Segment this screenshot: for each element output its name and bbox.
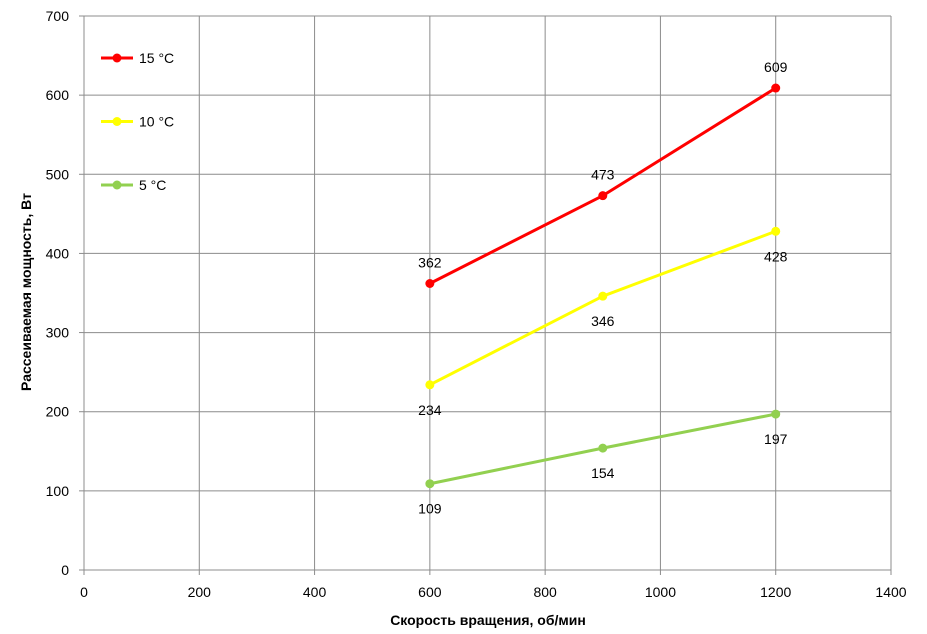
x-tick-label: 1400	[875, 584, 906, 600]
data-point	[771, 83, 781, 93]
legend-marker	[112, 180, 122, 190]
y-tick-label: 300	[46, 325, 70, 341]
y-tick-label: 500	[46, 166, 70, 182]
y-axis-ticks: 0 100 200 300 400 500 600 700	[46, 8, 70, 578]
series-0: 362 473 609	[418, 59, 788, 289]
data-label: 234	[418, 402, 442, 418]
data-point	[425, 479, 435, 489]
y-tick-label: 100	[46, 483, 70, 499]
data-label: 473	[591, 167, 615, 183]
data-label: 109	[418, 501, 442, 517]
x-tick-label: 800	[533, 584, 557, 600]
legend-marker	[112, 117, 122, 126]
legend-label: 10 °C	[139, 114, 174, 130]
data-point	[771, 409, 781, 419]
x-axis-title: Скорость вращения, об/мин	[390, 612, 586, 628]
y-tick-label: 600	[46, 87, 70, 103]
series-2: 109 154 197	[418, 409, 788, 517]
x-tick-label: 200	[188, 584, 212, 600]
y-axis-title: Рассеиваемая мощность, Вт	[18, 193, 34, 391]
data-label: 154	[591, 465, 615, 481]
series-1: 234 346 428	[418, 226, 788, 418]
series-line	[429, 86, 777, 285]
x-tick-label: 400	[303, 584, 327, 600]
data-point	[598, 443, 608, 453]
y-tick-label: 200	[46, 404, 70, 420]
data-label: 346	[591, 313, 615, 329]
data-label: 609	[764, 59, 788, 75]
legend-label: 15 °C	[139, 50, 174, 66]
y-tick-label: 400	[46, 245, 70, 261]
x-axis-ticks: 0 200 400 600 800 1000 1200 1400	[80, 584, 907, 600]
data-label: 197	[764, 431, 788, 447]
y-tick-label: 0	[61, 562, 69, 578]
data-point	[771, 226, 781, 236]
series-group: 362 473 609 234 346 428 109 154 197	[418, 59, 787, 517]
legend-marker	[112, 53, 122, 63]
y-tick-label: 700	[46, 8, 70, 24]
legend-item: 15 °C	[101, 50, 174, 66]
data-label: 362	[418, 255, 442, 271]
x-tick-label: 600	[418, 584, 442, 600]
x-tick-label: 0	[80, 584, 88, 600]
legend-label: 5 °C	[139, 177, 166, 193]
legend: 15 °C 10 °C 5 °C	[101, 50, 174, 193]
data-point	[425, 380, 435, 390]
series-line	[429, 229, 777, 387]
data-label: 428	[764, 248, 788, 264]
data-point	[598, 291, 608, 301]
x-tick-label: 1000	[645, 584, 676, 600]
legend-item: 5 °C	[101, 177, 166, 193]
data-point	[598, 191, 608, 201]
data-point	[425, 279, 435, 289]
grid	[79, 15, 892, 575]
legend-item: 10 °C	[101, 114, 174, 130]
x-tick-label: 1200	[760, 584, 791, 600]
